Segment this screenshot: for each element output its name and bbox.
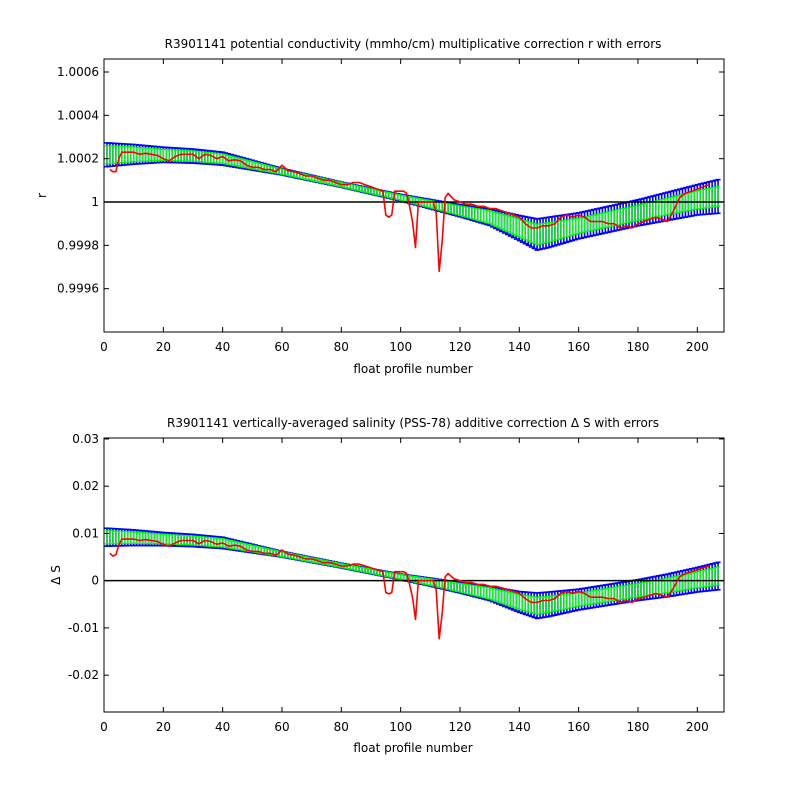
- plot-area: [104, 142, 724, 273]
- y-tick-label: -0.02: [68, 668, 99, 682]
- correction-series-line: [109, 151, 710, 273]
- inner-error-bars: [104, 529, 721, 615]
- x-tick-label: 200: [686, 720, 709, 734]
- y-tick-label: 0.03: [72, 432, 99, 446]
- y-tick-label: 1: [91, 195, 99, 209]
- y-tick-label: 0.02: [72, 479, 99, 493]
- y-axis-label: Δ S: [49, 565, 63, 585]
- x-tick-label: 180: [627, 720, 650, 734]
- axes-frame: [103, 58, 725, 333]
- y-tick-label: 1.0006: [57, 65, 99, 79]
- conductivity-correction-chart: R3901141 potential conductivity (mmho/cm…: [35, 37, 725, 376]
- x-tick-label: 140: [508, 720, 531, 734]
- x-tick-label: 100: [389, 720, 412, 734]
- y-tick-label: 0.9996: [57, 282, 99, 296]
- y-tick-label: 1.0002: [57, 152, 99, 166]
- chart-title: R3901141 vertically-averaged salinity (P…: [167, 416, 659, 430]
- chart-title: R3901141 potential conductivity (mmho/cm…: [165, 37, 662, 51]
- x-axis-label: float profile number: [353, 362, 472, 376]
- x-tick-label: 200: [686, 340, 709, 354]
- x-tick-label: 160: [567, 720, 590, 734]
- x-tick-label: 160: [567, 340, 590, 354]
- x-tick-label: 0: [100, 340, 108, 354]
- x-tick-label: 120: [449, 720, 472, 734]
- correction-series-line: [109, 538, 710, 640]
- inner-error-bars: [104, 145, 721, 246]
- y-tick-label: 0.01: [72, 526, 99, 540]
- x-tick-label: 140: [508, 340, 531, 354]
- x-tick-label: 180: [627, 340, 650, 354]
- x-tick-label: 60: [274, 340, 289, 354]
- x-tick-label: 80: [334, 340, 349, 354]
- plot-area: [104, 527, 724, 640]
- tick-marks: 0 20 40 60 80 100 120 140 160 180 200 0.9996 0.9998 1…: [57, 59, 724, 354]
- y-axis-label: r: [35, 193, 49, 198]
- tick-marks: 0 20 40 60 80 100 120 140 160 180 200 -0.02 -0.01 0 0.…: [68, 432, 724, 734]
- x-tick-label: 40: [215, 720, 230, 734]
- x-tick-label: 0: [100, 720, 108, 734]
- x-tick-label: 120: [449, 340, 472, 354]
- x-axis-label: float profile number: [353, 741, 472, 755]
- x-tick-label: 20: [156, 340, 171, 354]
- x-tick-label: 40: [215, 340, 230, 354]
- x-tick-label: 20: [156, 720, 171, 734]
- y-tick-label: 0.9998: [57, 238, 99, 252]
- axes-frame: [103, 437, 725, 713]
- x-tick-label: 80: [334, 720, 349, 734]
- x-tick-label: 100: [389, 340, 412, 354]
- y-tick-label: 0: [91, 574, 99, 588]
- x-tick-label: 60: [274, 720, 289, 734]
- salinity-correction-chart: R3901141 vertically-averaged salinity (P…: [49, 416, 725, 755]
- y-tick-label: 1.0004: [57, 108, 99, 122]
- y-tick-label: -0.01: [68, 621, 99, 635]
